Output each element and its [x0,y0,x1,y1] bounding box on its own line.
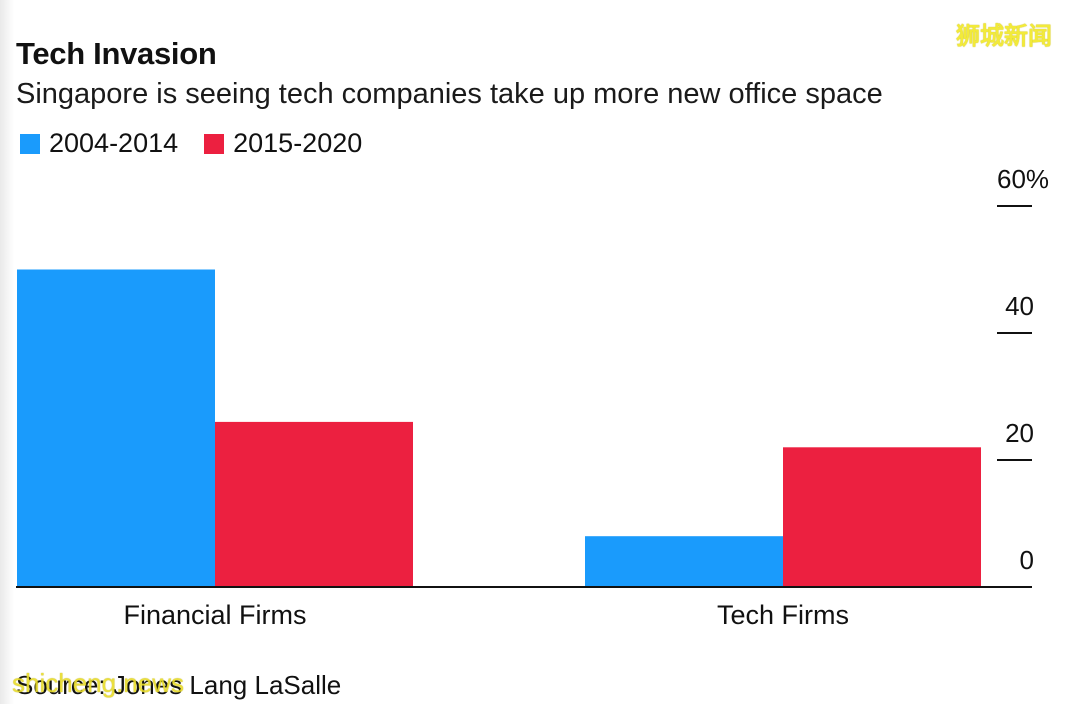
y-tick-label-0: 0 [1020,545,1034,575]
x-tick-label-tech-firms: Tech Firms [717,600,849,630]
legend: 2004-2014 2015-2020 [20,128,388,159]
x-tick-label-financial-firms: Financial Firms [123,600,306,630]
legend-item-series-2: 2015-2020 [204,128,362,159]
source-note: Source: Jones Lang LaSalle [16,670,342,700]
bar-tech-firms-series-1 [585,536,783,587]
y-tick-label-60: 60% [997,164,1049,194]
chart-title: Tech Invasion [16,36,217,71]
chart-subtitle: Singapore is seeing tech companies take … [16,78,883,110]
watermark-site: shicheng.news [12,668,184,698]
legend-item-series-1: 2004-2014 [20,128,178,159]
left-edge-shade [0,0,14,704]
y-tick-label-40: 40 [1005,291,1034,321]
bar-financial-firms-series-1 [17,269,215,587]
y-tick-label-20: 20 [1005,418,1034,448]
watermark-logo-cn: 狮城新闻 [956,23,1052,50]
legend-label-series-2: 2015-2020 [233,128,363,158]
bar-financial-firms-series-2 [215,421,413,587]
legend-swatch-series-1 [20,133,40,154]
legend-label-series-1: 2004-2014 [49,128,179,158]
legend-swatch-series-2 [204,133,225,154]
bar-tech-firms-series-2 [783,447,981,587]
